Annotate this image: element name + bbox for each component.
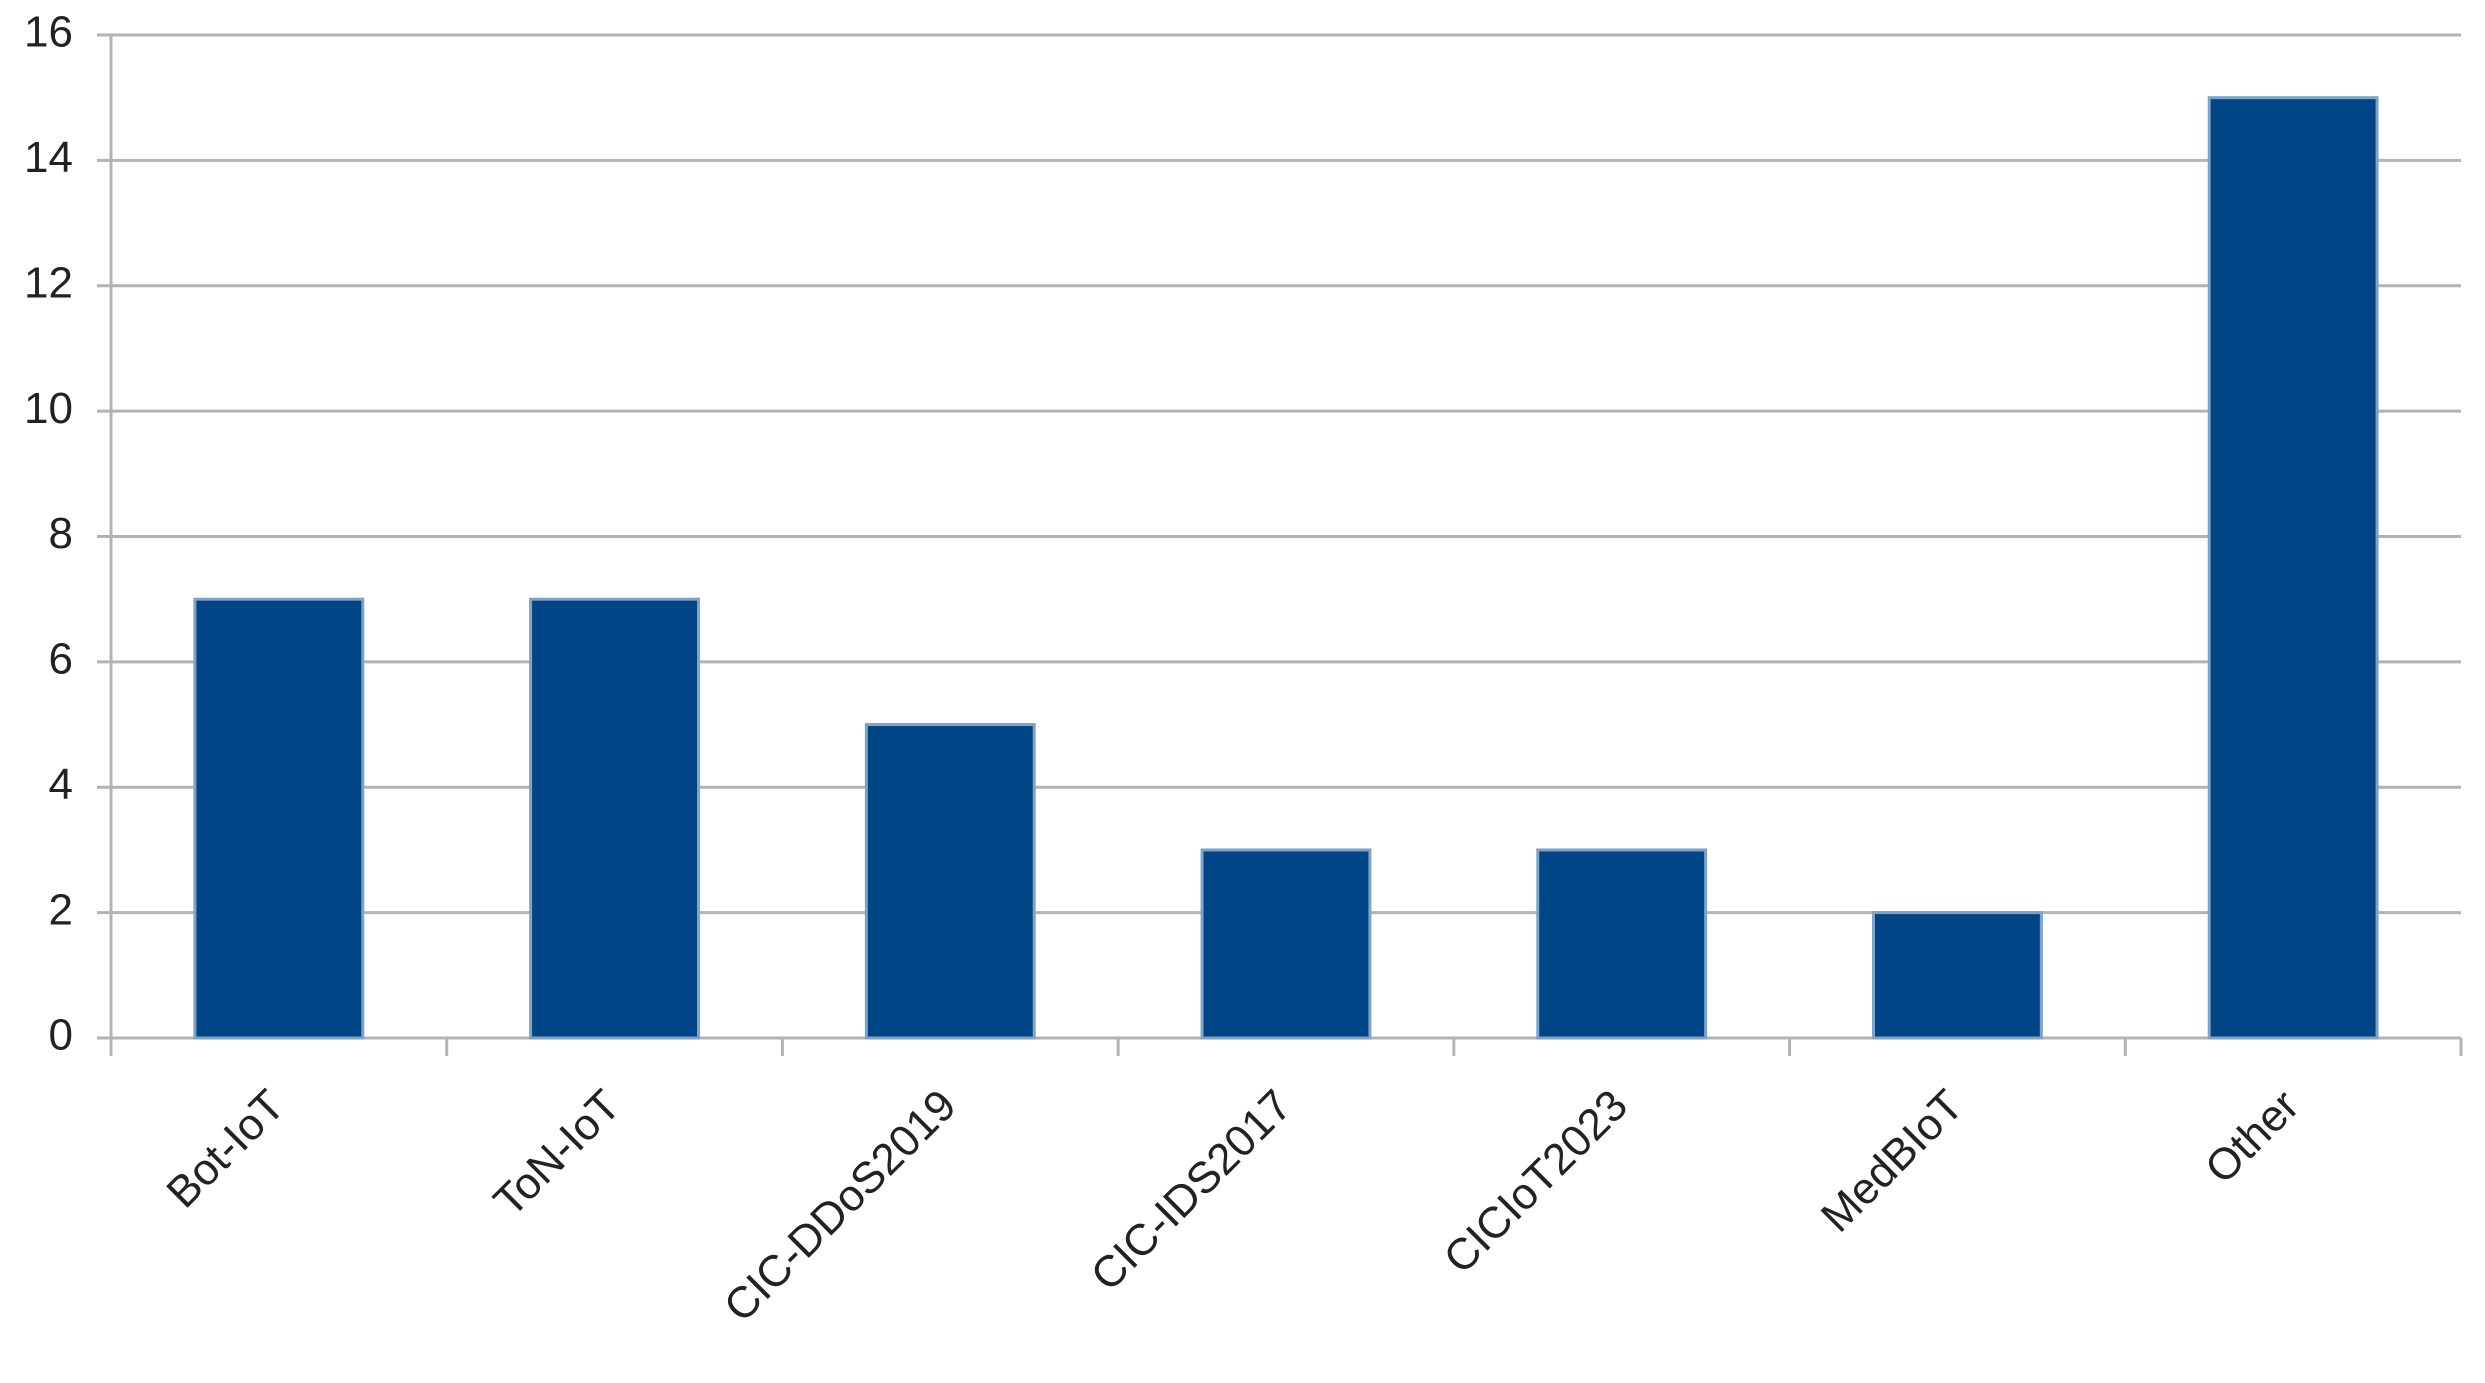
- x-tick-label: CIC-DDoS2019: [715, 1081, 966, 1332]
- y-tick-label: 12: [24, 258, 73, 307]
- x-tick-label: Other: [2196, 1081, 2308, 1193]
- x-tick-label: CICIoT2023: [1435, 1081, 1637, 1283]
- y-tick-label: 6: [49, 635, 73, 684]
- bar: [1872, 911, 2043, 1040]
- y-tick-label: 2: [49, 885, 73, 934]
- bar: [193, 597, 365, 1040]
- y-tick-label: 0: [49, 1011, 73, 1060]
- bar: [2207, 96, 2379, 1040]
- x-tick-label: ToN-IoT: [485, 1081, 630, 1226]
- bar: [1200, 848, 1372, 1040]
- x-tick-label: Bot-IoT: [157, 1081, 294, 1218]
- y-tick-label: 16: [24, 8, 73, 57]
- x-tick-label: MedBIoT: [1812, 1081, 1973, 1242]
- y-tick-label: 14: [24, 133, 73, 182]
- y-tick-label: 4: [49, 760, 73, 809]
- bar: [1536, 848, 1708, 1040]
- y-tick-label: 10: [24, 384, 73, 433]
- bar: [864, 723, 1036, 1040]
- x-tick-label: CIC-IDS2017: [1082, 1081, 1302, 1301]
- y-tick-label: 8: [49, 509, 73, 558]
- bar: [529, 597, 701, 1040]
